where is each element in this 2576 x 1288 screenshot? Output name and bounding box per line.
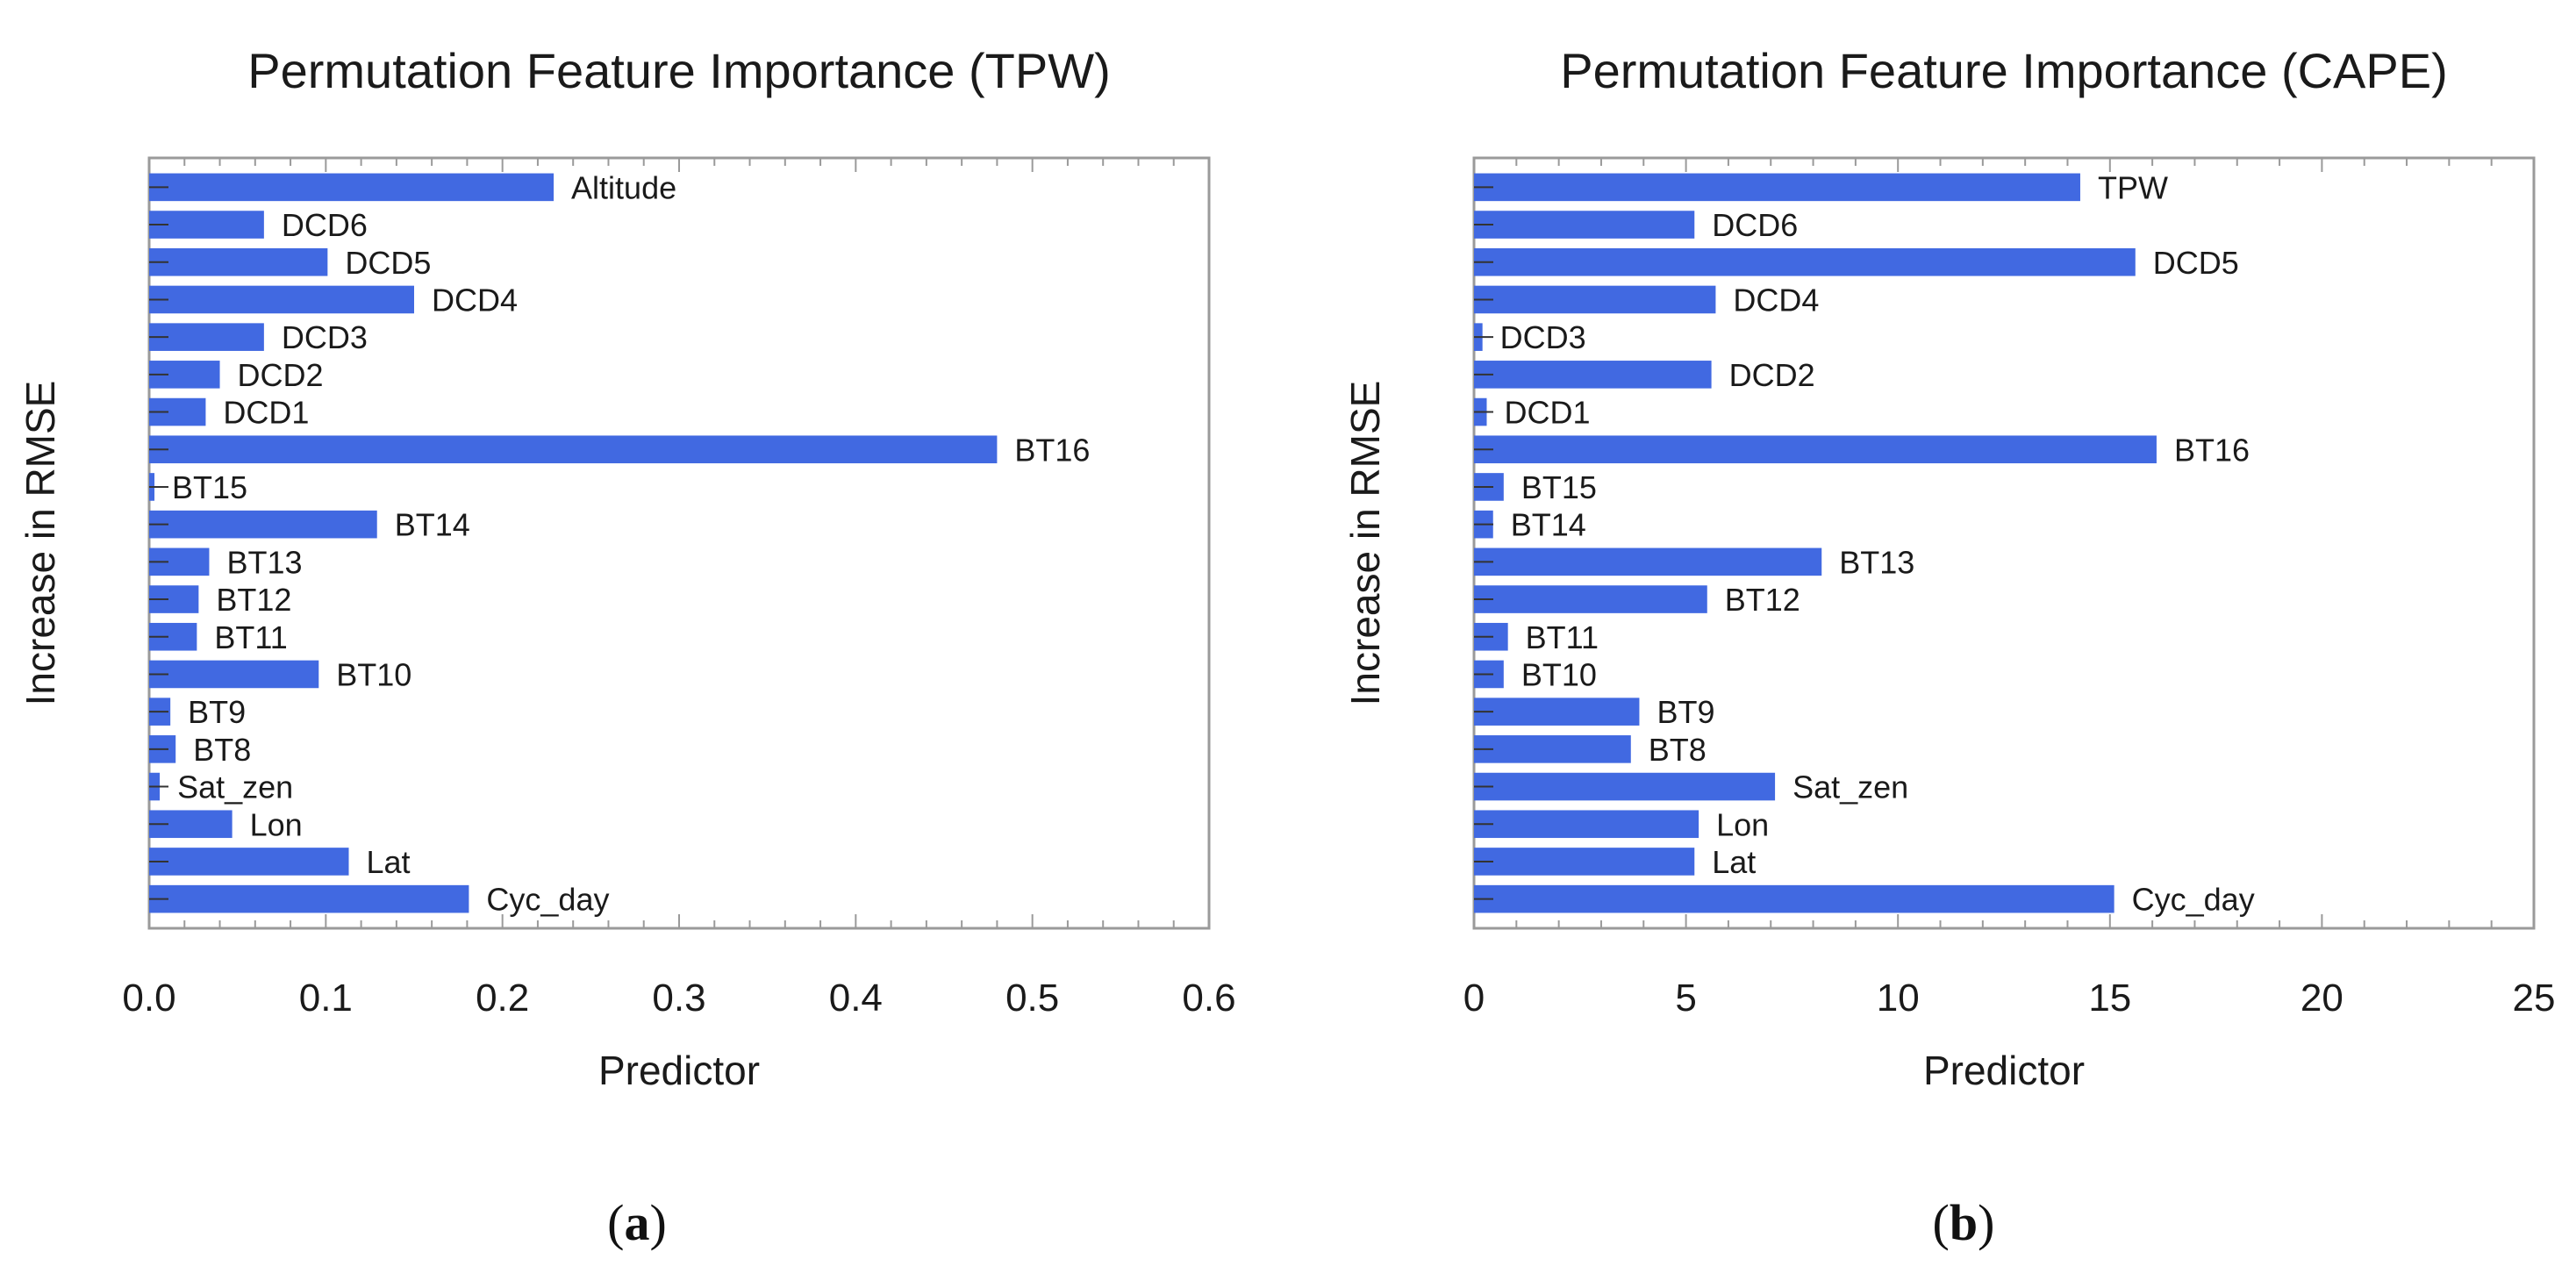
bar-label: Lon [1716,806,1769,842]
x-tick-label: 0.0 [122,977,175,1020]
bar-label: BT10 [1521,656,1597,692]
bar-label: BT8 [193,732,251,768]
bar-label: DCD3 [282,319,368,355]
bar-label: BT11 [214,619,287,655]
x-tick-label: 0 [1463,977,1485,1020]
bar [1474,435,2157,464]
bar-label: DCD6 [1712,207,1798,243]
bar-label: DCD2 [1729,357,1815,393]
x-tick-label: 25 [2513,977,2556,1020]
bar-label: Cyc_day [486,882,609,918]
bar [1474,547,1822,576]
bar [149,660,319,689]
bar [1474,285,1716,314]
bar-label: DCD1 [223,395,309,431]
bar-label: BT15 [172,469,247,505]
x-tick-label: 15 [2088,977,2131,1020]
bar [1474,698,1640,726]
bar-label: DCD2 [238,357,324,393]
panel-caption-b: (b) [1932,1194,1995,1251]
x-tick-label: 5 [1675,977,1696,1020]
bar-label: TPW [2098,169,2168,205]
bar [149,510,377,539]
bar [149,173,555,202]
chart-title: Permutation Feature Importance (CAPE) [1560,43,2448,98]
bar-label: DCD4 [1733,282,1819,318]
bar-label: Lat [1712,844,1756,880]
bar-label: Lat [367,844,411,880]
bar-label: Sat_zen [1792,769,1908,805]
bar [1474,772,1776,801]
bar [1474,211,1695,239]
plot-frame [1472,156,2536,930]
bar [149,247,328,276]
bar-label: BT15 [1521,469,1597,505]
x-tick-label: 0.2 [476,977,529,1020]
x-axis-label: Predictor [1923,1048,2085,1093]
bar [149,884,469,913]
y-axis-label: Increase in RMSE [18,381,63,706]
bar-label: Lon [250,806,303,842]
bar-label: BT8 [1649,732,1707,768]
bar-label: BT9 [1657,694,1714,730]
bar-label: BT13 [226,544,302,580]
bar [1474,173,2080,202]
bar [149,285,414,314]
bar-label: DCD1 [1504,395,1590,431]
bar [1474,848,1695,876]
chart-panel-a: Permutation Feature Importance (TPW) Alti… [18,43,1236,1093]
bar [1474,585,1707,613]
bar-label: BT16 [1014,432,1090,468]
bar-label: BT13 [1839,544,1914,580]
panel-caption-a: (a) [607,1194,667,1251]
bar-label: BT14 [1511,507,1586,543]
bar-label: BT16 [2174,432,2250,468]
x-tick-label: 0.6 [1182,977,1235,1020]
bar [1474,810,1699,839]
x-tick-label: 0.4 [829,977,883,1020]
bar-label: DCD5 [345,245,431,281]
x-tick-label: 0.3 [652,977,705,1020]
bar [149,435,998,464]
bar-label: DCD3 [1500,319,1586,355]
x-tick-label: 20 [2301,977,2343,1020]
y-axis-label: Increase in RMSE [1342,381,1388,706]
bar [1474,735,1631,763]
bar-label: DCD6 [282,207,368,243]
bar-label: BT9 [188,694,246,730]
bar-label: BT14 [395,507,470,543]
bar [149,848,349,876]
x-tick-label: 0.5 [1005,977,1059,1020]
bar-label: BT12 [216,582,291,618]
bar-label: Sat_zen [177,769,293,805]
chart-panel-b: Permutation Feature Importance (CAPE) TPW… [1342,43,2555,1093]
bar-label: Altitude [571,169,676,205]
bar-label: BT12 [1725,582,1800,618]
x-tick-label: 0.1 [299,977,353,1020]
bar [1474,247,2136,276]
bar-label: Cyc_day [2132,882,2255,918]
chart-title: Permutation Feature Importance (TPW) [247,43,1110,98]
bar [1474,361,1712,389]
bar-label: BT10 [336,656,411,692]
x-axis-label: Predictor [598,1048,760,1093]
bar-label: BT11 [1526,619,1599,655]
bar-label: DCD5 [2153,245,2239,281]
x-tick-label: 10 [1877,977,1920,1020]
bar-label: DCD4 [432,282,518,318]
bar [1474,884,2114,913]
